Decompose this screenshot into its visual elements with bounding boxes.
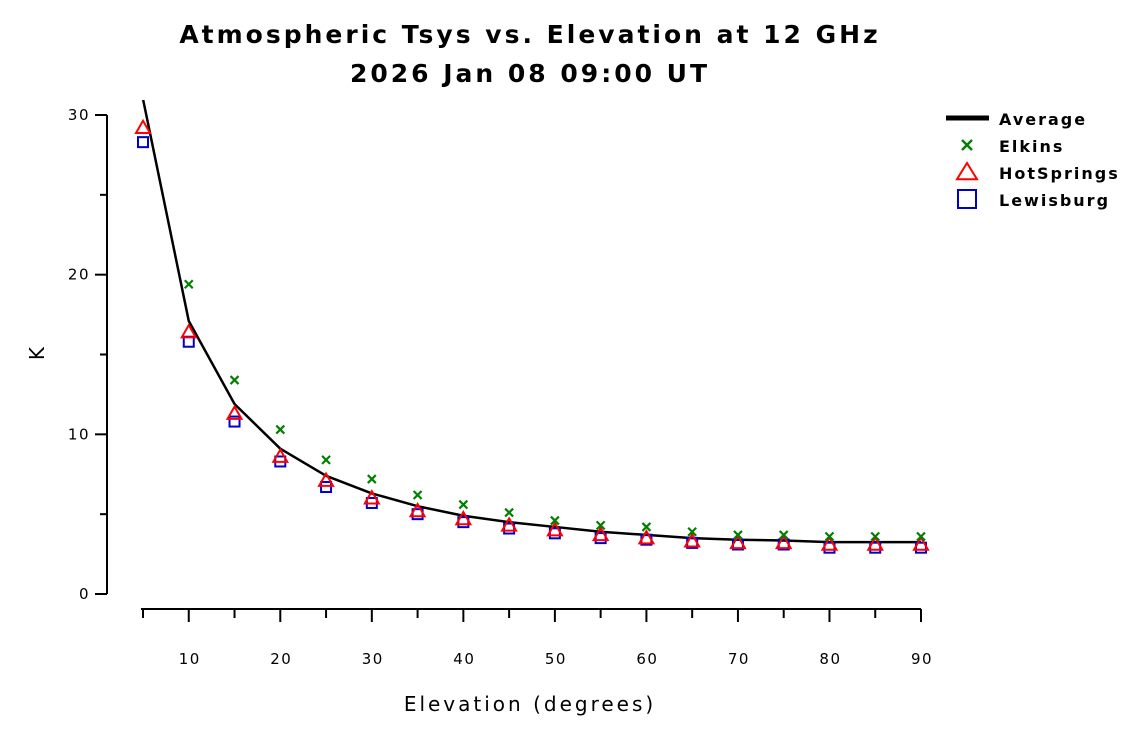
y-tick-label: 20 — [68, 266, 90, 284]
legend-item-elkins: Elkins — [961, 137, 1064, 156]
data-point-elkins — [824, 531, 835, 542]
y-tick-label: 0 — [79, 585, 90, 603]
data-point-elkins — [275, 424, 286, 435]
data-point-elkins — [412, 490, 423, 500]
x-tick-label: 40 — [453, 650, 475, 668]
data-point-lewisburg — [137, 136, 149, 149]
data-point-hotsprings — [180, 323, 198, 339]
data-point-elkins — [733, 530, 743, 540]
data-point-hotsprings — [408, 501, 427, 518]
data-point-elkins — [916, 531, 926, 542]
data-point-elkins — [870, 531, 881, 542]
x-axis-label: Elevation (degrees) — [404, 692, 656, 716]
chart-subtitle: 2026 Jan 08 09:00 UT — [350, 59, 710, 88]
x-axis: 10 20 30 40 50 60 70 80 90 — [141, 608, 933, 668]
x-tick-label: 20 — [270, 650, 292, 668]
legend-label: Average — [999, 110, 1087, 129]
x-tick-label: 10 — [179, 650, 201, 668]
data-point-elkins — [458, 499, 469, 510]
data-point-hotsprings — [454, 509, 473, 526]
x-tick-label: 30 — [362, 650, 384, 668]
x-tick-label: 70 — [728, 650, 750, 668]
series-lewisburg — [137, 136, 927, 554]
y-axis-label: K — [25, 344, 49, 360]
legend-item-average: Average — [946, 110, 1087, 129]
data-point-elkins — [183, 279, 194, 290]
data-point-hotsprings — [500, 516, 518, 532]
data-point-hotsprings — [774, 533, 793, 550]
plot-area — [134, 100, 930, 554]
data-point-elkins — [550, 515, 560, 526]
data-point-elkins — [367, 474, 377, 484]
y-tick-label: 10 — [68, 425, 90, 443]
legend-label: Elkins — [999, 137, 1064, 156]
data-point-elkins — [229, 375, 240, 385]
x-tick-label: 90 — [911, 650, 933, 668]
data-point-elkins — [504, 507, 514, 518]
data-point-elkins — [595, 520, 606, 531]
x-tick-label: 80 — [819, 650, 841, 668]
data-point-hotsprings — [271, 447, 290, 463]
data-point-elkins — [778, 530, 789, 540]
series-hotsprings — [134, 118, 930, 551]
legend-swatch — [957, 189, 977, 209]
y-tick-label: 30 — [68, 106, 90, 124]
legend-item-lewisburg: Lewisburg — [957, 189, 1110, 210]
data-point-hotsprings — [134, 118, 152, 135]
x-tick-label: 50 — [545, 650, 567, 668]
data-point-hotsprings — [729, 533, 747, 550]
data-point-hotsprings — [546, 521, 564, 537]
legend-label: Lewisburg — [999, 191, 1110, 210]
data-point-hotsprings — [637, 529, 656, 545]
chart-title: Atmospheric Tsys vs. Elevation at 12 GHz — [179, 20, 880, 49]
data-point-lewisburg — [228, 415, 241, 428]
data-point-hotsprings — [866, 535, 884, 551]
legend-label: HotSprings — [999, 164, 1120, 183]
data-point-elkins — [687, 526, 697, 537]
legend-swatch — [961, 139, 973, 151]
legend-swatch — [955, 161, 979, 181]
legend-item-hotsprings: HotSprings — [955, 161, 1120, 183]
data-point-hotsprings — [363, 489, 381, 505]
x-tick-label: 60 — [636, 650, 658, 668]
data-point-elkins — [321, 455, 331, 465]
data-point-hotsprings — [820, 535, 839, 551]
data-point-hotsprings — [591, 525, 610, 542]
series-line-average — [141, 100, 921, 544]
data-point-lewisburg — [320, 481, 333, 494]
y-axis: 0 10 20 30 — [68, 106, 108, 603]
data-point-hotsprings — [225, 404, 244, 420]
data-point-hotsprings — [317, 471, 335, 487]
series-elkins — [183, 279, 926, 542]
data-point-elkins — [641, 522, 652, 532]
data-point-hotsprings — [683, 532, 701, 548]
data-point-hotsprings — [912, 535, 930, 551]
legend: Average Elkins HotSprings Lewisburg — [946, 110, 1120, 210]
